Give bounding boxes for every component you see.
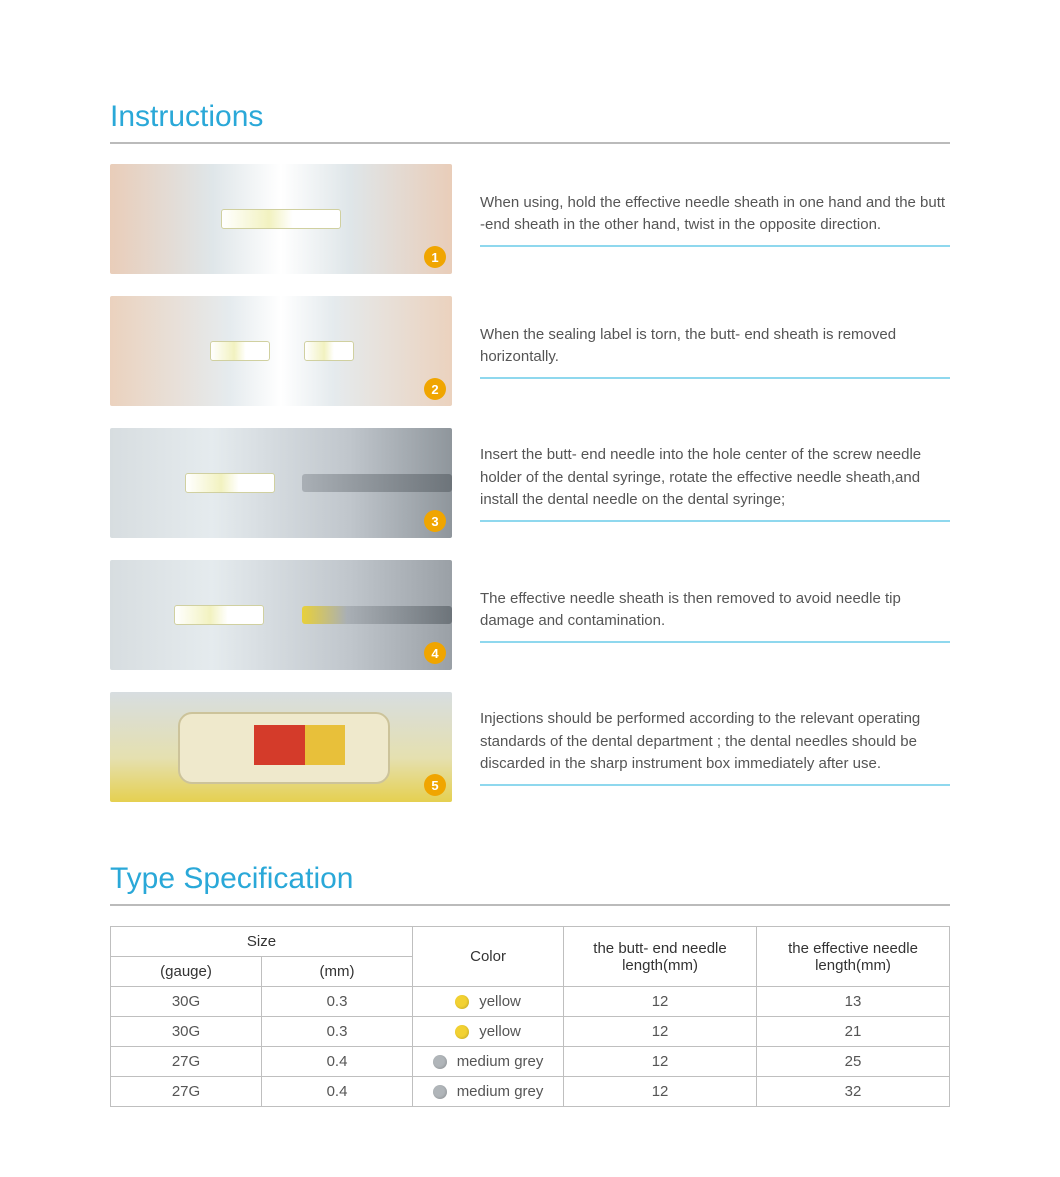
- spec-table: Size Color the butt- end needle length(m…: [110, 926, 950, 1107]
- col-mm: (mm): [262, 957, 413, 987]
- cell-color: medium grey: [413, 1047, 564, 1077]
- col-eff: the effective needle length(mm): [757, 927, 950, 987]
- step-1-text: When using, hold the effective needle sh…: [480, 192, 950, 247]
- cell-mm: 0.4: [262, 1077, 413, 1107]
- cell-eff: 25: [757, 1047, 950, 1077]
- step-4-image: 4: [110, 560, 452, 670]
- cell-mm: 0.4: [262, 1047, 413, 1077]
- color-name: yellow: [479, 1023, 521, 1040]
- color-name: medium grey: [457, 1053, 544, 1070]
- step-3-text: Insert the butt- end needle into the hol…: [480, 444, 950, 522]
- step-badge: 4: [424, 642, 446, 664]
- step-row: 4 The effective needle sheath is then re…: [110, 560, 950, 670]
- cell-gauge: 30G: [111, 1017, 262, 1047]
- step-row: 1 When using, hold the effective needle …: [110, 164, 950, 274]
- color-swatch-icon: [455, 995, 469, 1009]
- cell-butt: 12: [564, 1077, 757, 1107]
- col-color: Color: [413, 927, 564, 987]
- table-row: 27G0.4 medium grey 1225: [111, 1047, 950, 1077]
- cell-color: yellow: [413, 1017, 564, 1047]
- spec-title: Type Specification: [110, 862, 950, 906]
- table-row: 30G0.3 yellow 1221: [111, 1017, 950, 1047]
- step-row: 2 When the sealing label is torn, the bu…: [110, 296, 950, 406]
- step-badge: 3: [424, 510, 446, 532]
- cell-gauge: 27G: [111, 1047, 262, 1077]
- step-4-text: The effective needle sheath is then remo…: [480, 588, 950, 643]
- step-2-text: When the sealing label is torn, the butt…: [480, 324, 950, 379]
- step-badge: 5: [424, 774, 446, 796]
- cell-butt: 12: [564, 1017, 757, 1047]
- instructions-steps: 1 When using, hold the effective needle …: [110, 164, 950, 802]
- cell-color: yellow: [413, 987, 564, 1017]
- color-swatch-icon: [455, 1025, 469, 1039]
- table-row: 27G0.4 medium grey 1232: [111, 1077, 950, 1107]
- color-name: yellow: [479, 993, 521, 1010]
- step-row: 5 Injections should be performed accordi…: [110, 692, 950, 802]
- color-swatch-icon: [433, 1055, 447, 1069]
- cell-eff: 13: [757, 987, 950, 1017]
- cell-mm: 0.3: [262, 987, 413, 1017]
- cell-mm: 0.3: [262, 1017, 413, 1047]
- cell-eff: 32: [757, 1077, 950, 1107]
- step-3-image: 3: [110, 428, 452, 538]
- step-1-image: 1: [110, 164, 452, 274]
- color-swatch-icon: [433, 1085, 447, 1099]
- cell-gauge: 30G: [111, 987, 262, 1017]
- col-size: Size: [111, 927, 413, 957]
- cell-butt: 12: [564, 987, 757, 1017]
- table-header-row: Size Color the butt- end needle length(m…: [111, 927, 950, 957]
- step-5-text: Injections should be performed according…: [480, 708, 950, 786]
- cell-gauge: 27G: [111, 1077, 262, 1107]
- step-5-image: 5: [110, 692, 452, 802]
- cell-color: medium grey: [413, 1077, 564, 1107]
- cell-eff: 21: [757, 1017, 950, 1047]
- instructions-title: Instructions: [110, 100, 950, 144]
- col-butt: the butt- end needle length(mm): [564, 927, 757, 987]
- cell-butt: 12: [564, 1047, 757, 1077]
- step-badge: 2: [424, 378, 446, 400]
- step-2-image: 2: [110, 296, 452, 406]
- step-badge: 1: [424, 246, 446, 268]
- step-row: 3 Insert the butt- end needle into the h…: [110, 428, 950, 538]
- col-gauge: (gauge): [111, 957, 262, 987]
- table-row: 30G0.3 yellow 1213: [111, 987, 950, 1017]
- color-name: medium grey: [457, 1083, 544, 1100]
